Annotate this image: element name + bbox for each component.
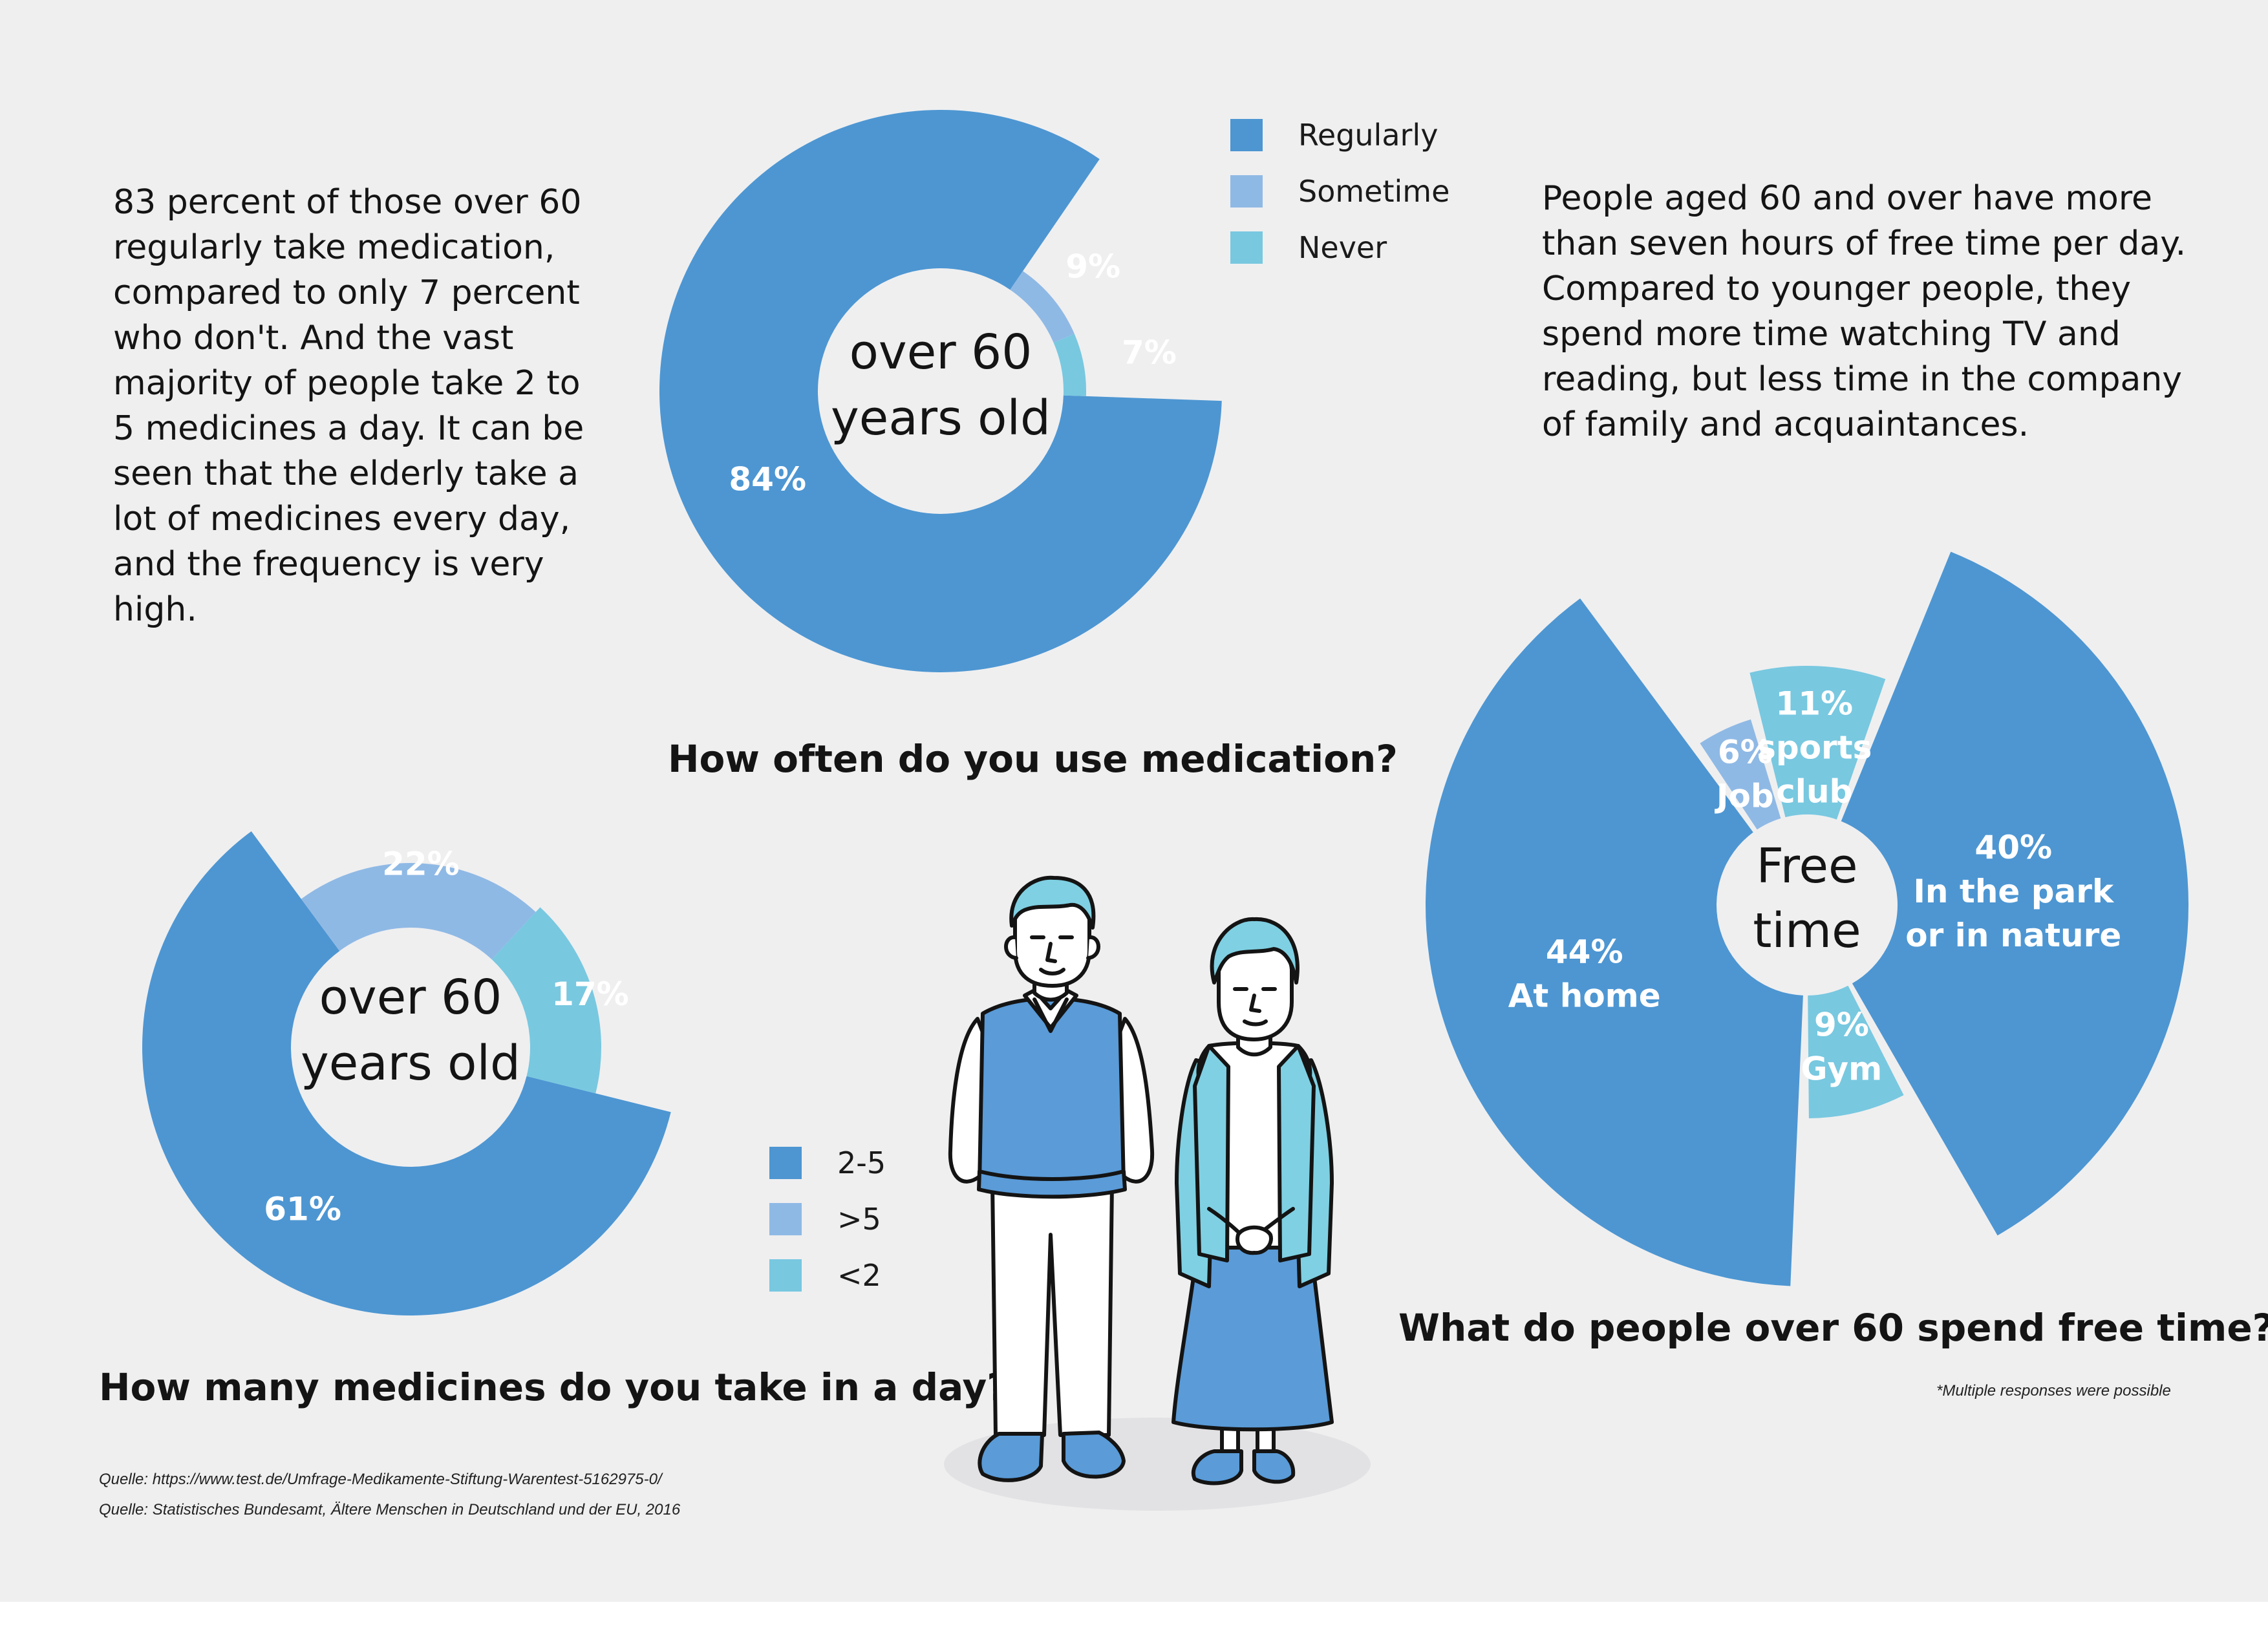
free-time-chart: 44% At home 6% Job 11% sports club 40% In the pa…: [1426, 551, 2188, 1286]
legend-item: >5: [769, 1191, 886, 1247]
legend-swatch: [1230, 118, 1263, 151]
legend-item: Never: [1230, 219, 1450, 275]
legend-swatch: [1230, 231, 1263, 264]
data-label-category: At home: [1508, 977, 1661, 1014]
multiple-responses-note: *Multiple responses were possible: [1936, 1382, 2171, 1400]
chart-center-label-line1: Free: [1756, 838, 1857, 894]
source-line: Quelle: Statistisches Bundesamt, Ältere …: [99, 1501, 681, 1518]
pie-slice-never: [1053, 334, 1086, 396]
data-label-category: club: [1776, 772, 1852, 810]
elderly-man-figure: [948, 875, 1155, 1482]
pie-slice-2-5: [142, 831, 671, 1315]
data-label-value: 17%: [551, 975, 629, 1013]
data-label-category: sports: [1757, 729, 1872, 766]
legend-label: Never: [1298, 229, 1387, 265]
legend-label: Regularly: [1298, 117, 1439, 153]
data-label-value: 11%: [1775, 685, 1853, 722]
legend-label: <2: [837, 1257, 881, 1293]
pie-slice-5: [301, 863, 536, 960]
chart-center-label-line2: time: [1753, 903, 1861, 959]
legend-item: Sometime: [1230, 163, 1450, 219]
source-line: Quelle: https://www.test.de/Umfrage-Medi…: [99, 1471, 662, 1488]
medicines-per-day-chart: 61% 22% 17% over 60 years old: [142, 831, 671, 1315]
pie-slice-sports-club: [1749, 666, 1886, 820]
legend-item: Regularly: [1230, 107, 1450, 163]
chart-center-label-line2: years old: [301, 1036, 520, 1091]
data-label-value: 40%: [1974, 829, 2052, 866]
legend-label: 2-5: [837, 1145, 886, 1180]
pie-slice-gym: [1808, 985, 1904, 1118]
medicines-legend: 2-5 >5 <2: [769, 1134, 886, 1303]
legend-item: 2-5: [769, 1134, 886, 1191]
legend-swatch: [769, 1202, 802, 1235]
elderly-woman-figure: [1171, 917, 1334, 1485]
chart-center-label-line1: over 60: [319, 970, 502, 1025]
legend-swatch: [1230, 175, 1263, 208]
medication-frequency-chart: 84% 9% 7% over 60 years old: [659, 109, 1222, 672]
pie-slice-regularly: [659, 109, 1222, 672]
legend-swatch: [769, 1146, 802, 1179]
data-label-category: Job: [1715, 777, 1774, 814]
data-label-value: 7%: [1122, 334, 1177, 372]
data-label-category: Gym: [1801, 1050, 1883, 1088]
chart-center-label-line1: over 60: [850, 325, 1032, 380]
legend-item: <2: [769, 1247, 886, 1303]
chart-center-label-line2: years old: [831, 390, 1051, 446]
free-time-chart-title: What do people over 60 spend free time?: [1398, 1306, 2268, 1350]
pie-slice-2: [491, 907, 601, 1094]
legend-swatch: [769, 1259, 802, 1292]
medication-legend: Regularly Sometime Never: [1230, 107, 1450, 275]
pie-slice-in-the-park-or-in-nature: [1841, 551, 2188, 1236]
pie-slice-job: [1700, 719, 1781, 830]
pie-slice-at-home: [1426, 598, 1803, 1286]
intro-paragraph-free-time: People aged 60 and over have more than s…: [1542, 179, 2187, 444]
legend-label: Sometime: [1298, 173, 1450, 209]
legend-label: >5: [837, 1201, 881, 1237]
pie-slice-sometime: [1010, 271, 1075, 343]
data-label-value: 44%: [1546, 933, 1623, 970]
medication-chart-title: How often do you use medication?: [668, 737, 1398, 781]
data-label-value: 6%: [1718, 733, 1773, 771]
elderly-couple-illustration: [944, 875, 1371, 1511]
data-label-value: 61%: [264, 1190, 341, 1228]
data-label-value: 84%: [729, 460, 806, 498]
data-label-value: 9%: [1065, 248, 1120, 285]
bottom-band: [0, 1602, 2268, 1629]
data-label-value: 22%: [382, 845, 460, 882]
intro-paragraph-medication: 83 percent of those over 60 regularly ta…: [113, 183, 584, 629]
data-label-category: In the park: [1913, 873, 2115, 910]
medicines-chart-title: How many medicines do you take in a day?: [99, 1365, 1009, 1409]
data-label-value: 9%: [1814, 1006, 1869, 1044]
data-label-category: or in nature: [1905, 917, 2121, 954]
